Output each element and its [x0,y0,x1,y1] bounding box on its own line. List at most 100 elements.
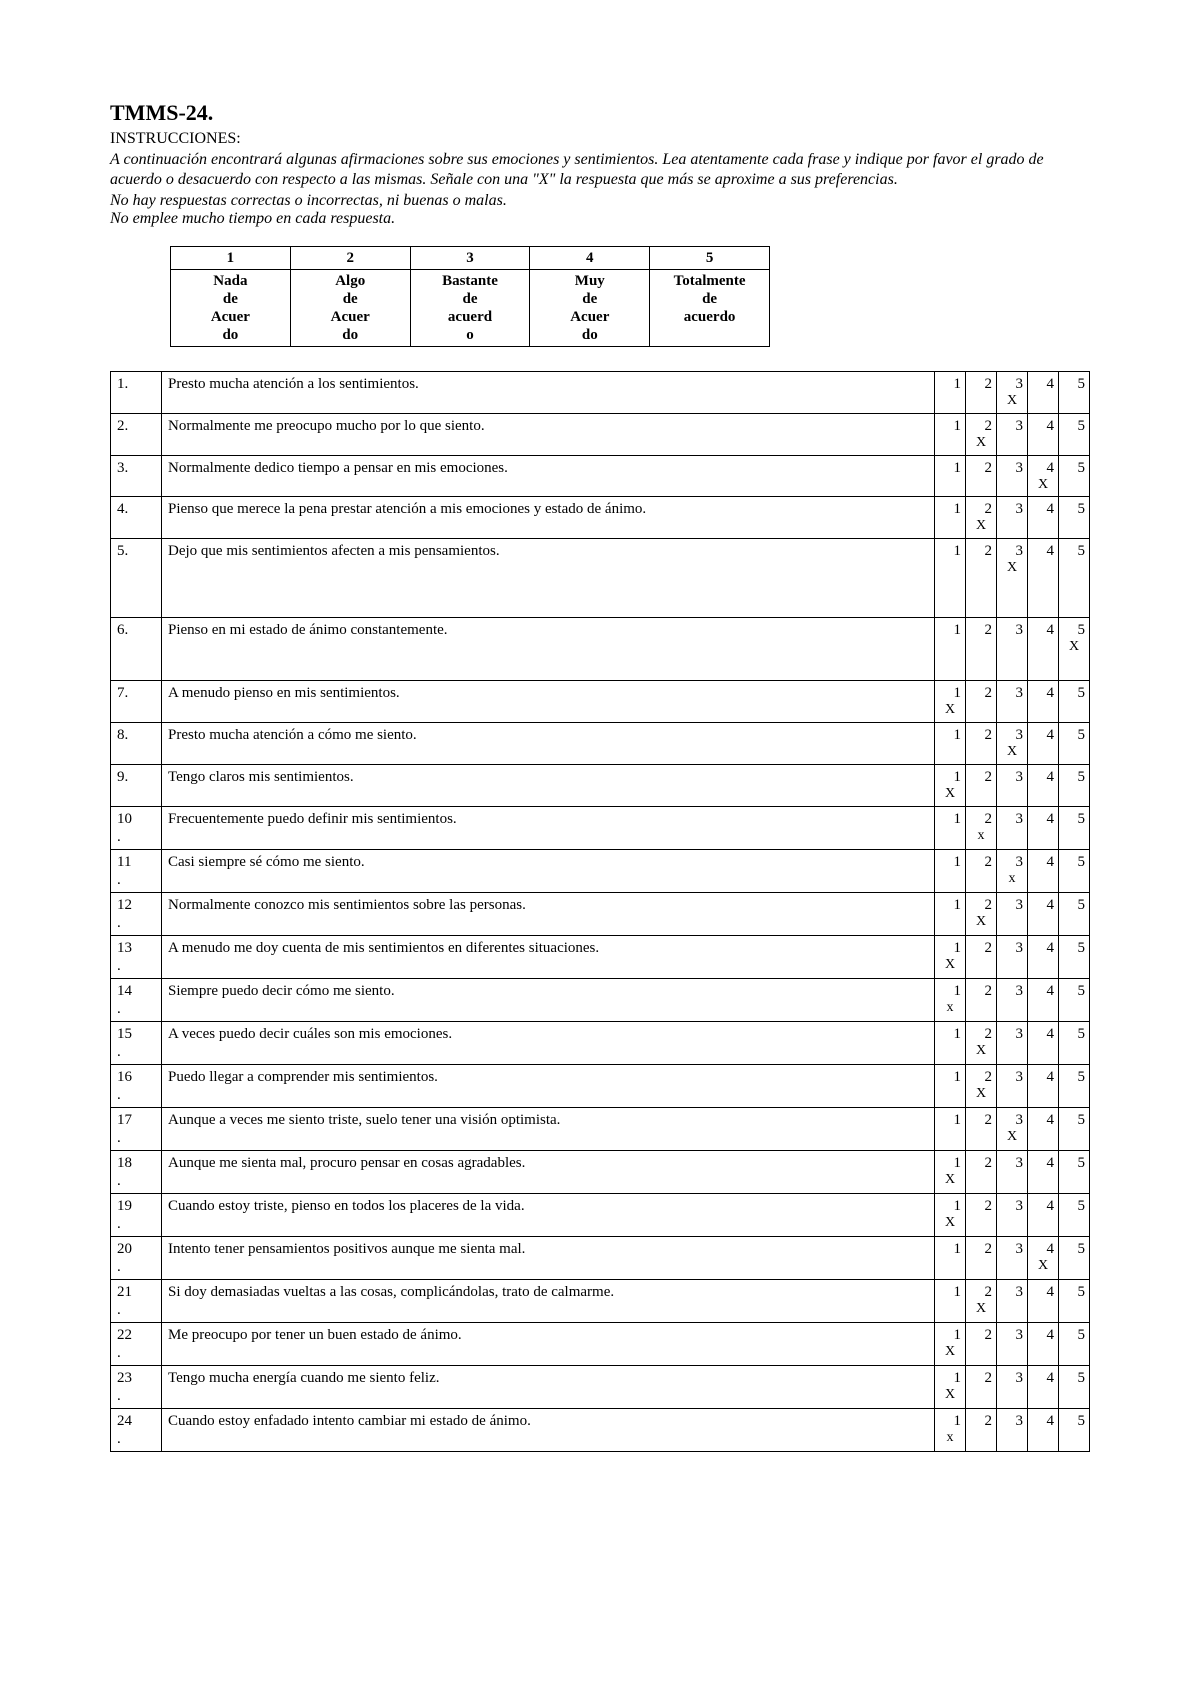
option-cell-5[interactable]: 5 [1059,413,1090,455]
option-cell-1[interactable]: 1X [935,764,966,806]
option-cell-4[interactable]: 4 [1028,539,1059,618]
option-cell-2[interactable]: 2 [966,455,997,497]
option-cell-3[interactable]: 3 [997,1150,1028,1193]
option-cell-1[interactable]: 1X [935,1365,966,1408]
option-cell-5[interactable]: 5 [1059,849,1090,892]
option-cell-5[interactable]: 5X [1059,618,1090,681]
option-cell-5[interactable]: 5 [1059,892,1090,935]
option-cell-5[interactable]: 5 [1059,1365,1090,1408]
option-cell-3[interactable]: 3 [997,455,1028,497]
option-cell-4[interactable]: 4 [1028,849,1059,892]
option-cell-1[interactable]: 1X [935,935,966,978]
option-cell-4[interactable]: 4 [1028,1365,1059,1408]
option-cell-5[interactable]: 5 [1059,1150,1090,1193]
option-cell-5[interactable]: 5 [1059,722,1090,764]
option-cell-3[interactable]: 3X [997,372,1028,414]
option-cell-4[interactable]: 4 [1028,892,1059,935]
option-cell-2[interactable]: 2 [966,1408,997,1451]
option-cell-2[interactable]: 2 [966,1365,997,1408]
option-cell-2[interactable]: 2x [966,806,997,849]
option-cell-2[interactable]: 2 [966,764,997,806]
option-cell-4[interactable]: 4 [1028,1021,1059,1064]
option-cell-3[interactable]: 3 [997,681,1028,723]
option-cell-1[interactable]: 1 [935,497,966,539]
option-cell-4[interactable]: 4 [1028,764,1059,806]
option-cell-5[interactable]: 5 [1059,455,1090,497]
option-cell-4[interactable]: 4 [1028,935,1059,978]
option-cell-2[interactable]: 2 [966,372,997,414]
option-cell-2[interactable]: 2 [966,978,997,1021]
option-cell-3[interactable]: 3 [997,978,1028,1021]
option-cell-1[interactable]: 1 [935,1064,966,1107]
option-cell-4[interactable]: 4 [1028,978,1059,1021]
option-cell-3[interactable]: 3 [997,1365,1028,1408]
option-cell-1[interactable]: 1 [935,455,966,497]
option-cell-5[interactable]: 5 [1059,978,1090,1021]
option-cell-3[interactable]: 3X [997,722,1028,764]
option-cell-2[interactable]: 2X [966,1021,997,1064]
option-cell-1[interactable]: 1 [935,372,966,414]
option-cell-3[interactable]: 3 [997,1322,1028,1365]
option-cell-3[interactable]: 3 [997,764,1028,806]
option-cell-2[interactable]: 2 [966,1322,997,1365]
option-cell-2[interactable]: 2X [966,413,997,455]
option-cell-3[interactable]: 3 [997,1408,1028,1451]
option-cell-3[interactable]: 3 [997,806,1028,849]
option-cell-5[interactable]: 5 [1059,806,1090,849]
option-cell-3[interactable]: 3 [997,413,1028,455]
option-cell-2[interactable]: 2 [966,681,997,723]
option-cell-3[interactable]: 3X [997,539,1028,618]
option-cell-4[interactable]: 4 [1028,1064,1059,1107]
option-cell-5[interactable]: 5 [1059,681,1090,723]
option-cell-4[interactable]: 4X [1028,1236,1059,1279]
option-cell-1[interactable]: 1X [935,681,966,723]
option-cell-3[interactable]: 3 [997,935,1028,978]
option-cell-4[interactable]: 4 [1028,1279,1059,1322]
option-cell-4[interactable]: 4 [1028,413,1059,455]
option-cell-3[interactable]: 3X [997,1107,1028,1150]
option-cell-1[interactable]: 1 [935,1236,966,1279]
option-cell-1[interactable]: 1X [935,1193,966,1236]
option-cell-2[interactable]: 2 [966,935,997,978]
option-cell-5[interactable]: 5 [1059,1322,1090,1365]
option-cell-2[interactable]: 2X [966,497,997,539]
option-cell-5[interactable]: 5 [1059,1064,1090,1107]
option-cell-2[interactable]: 2 [966,1236,997,1279]
option-cell-3[interactable]: 3 [997,1193,1028,1236]
option-cell-2[interactable]: 2 [966,1193,997,1236]
option-cell-3[interactable]: 3x [997,849,1028,892]
option-cell-3[interactable]: 3 [997,1236,1028,1279]
option-cell-1[interactable]: 1x [935,1408,966,1451]
option-cell-5[interactable]: 5 [1059,1193,1090,1236]
option-cell-4[interactable]: 4 [1028,618,1059,681]
option-cell-5[interactable]: 5 [1059,935,1090,978]
option-cell-4[interactable]: 4 [1028,497,1059,539]
option-cell-1[interactable]: 1 [935,1279,966,1322]
option-cell-2[interactable]: 2 [966,1150,997,1193]
option-cell-5[interactable]: 5 [1059,539,1090,618]
option-cell-2[interactable]: 2 [966,539,997,618]
option-cell-5[interactable]: 5 [1059,1107,1090,1150]
option-cell-1[interactable]: 1 [935,1107,966,1150]
option-cell-5[interactable]: 5 [1059,372,1090,414]
option-cell-3[interactable]: 3 [997,892,1028,935]
option-cell-2[interactable]: 2 [966,849,997,892]
option-cell-5[interactable]: 5 [1059,1279,1090,1322]
option-cell-4[interactable]: 4 [1028,722,1059,764]
option-cell-1[interactable]: 1X [935,1322,966,1365]
option-cell-5[interactable]: 5 [1059,1236,1090,1279]
option-cell-5[interactable]: 5 [1059,497,1090,539]
option-cell-5[interactable]: 5 [1059,1021,1090,1064]
option-cell-4[interactable]: 4 [1028,1193,1059,1236]
option-cell-4[interactable]: 4 [1028,1150,1059,1193]
option-cell-5[interactable]: 5 [1059,1408,1090,1451]
option-cell-4[interactable]: 4 [1028,806,1059,849]
option-cell-3[interactable]: 3 [997,497,1028,539]
option-cell-2[interactable]: 2X [966,1064,997,1107]
option-cell-1[interactable]: 1x [935,978,966,1021]
option-cell-5[interactable]: 5 [1059,764,1090,806]
option-cell-3[interactable]: 3 [997,1279,1028,1322]
option-cell-3[interactable]: 3 [997,1021,1028,1064]
option-cell-1[interactable]: 1 [935,722,966,764]
option-cell-1[interactable]: 1 [935,1021,966,1064]
